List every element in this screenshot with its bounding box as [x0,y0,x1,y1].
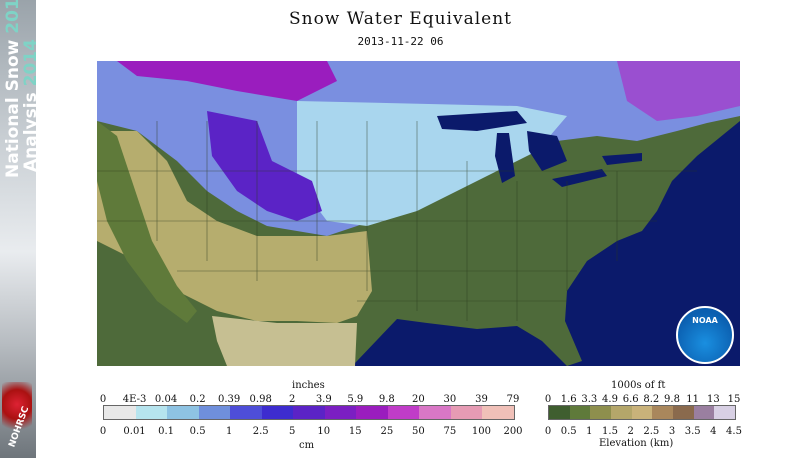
swe-cm-tick: 0 [99,426,107,437]
elev-km-tick: 2 [627,426,634,437]
swe-cm-tick: 15 [348,426,362,437]
swe-inch-tick: 0.98 [249,394,272,405]
map-date: 2013-11-22 06 [357,35,444,48]
swe-inch-tick: 79 [506,394,520,405]
elev-swatch [590,406,612,419]
swe-swatch [230,406,262,419]
swe-swatch [198,406,231,419]
elev-swatch [631,406,653,419]
elev-km-tick: 3.5 [684,426,701,437]
elev-km-tick: 1.5 [602,426,618,437]
elev-swatch [569,406,591,419]
elev-km-tick: 0 [544,426,552,437]
swe-top-unit: inches [292,380,325,391]
elev-km-tick: 4.5 [726,426,742,437]
elev-km-tick: 4 [710,426,717,437]
elev-ft-tick: 1.6 [560,394,577,405]
lake-ontario [602,153,642,165]
lake-michigan [495,133,515,183]
swe-cm-tick: 0.1 [158,426,175,437]
swe-swatch [450,406,483,419]
swe-inch-tick: 0.2 [189,394,206,405]
elev-swatch [673,406,694,419]
swe-swatch [482,406,514,419]
swe-swatch [135,406,168,419]
swe-cm-tick: 25 [380,426,394,437]
nohrsc-logo: NOHRSC [2,382,32,449]
baja-area [212,316,357,366]
swe-swatch [293,406,325,419]
elev-km-tick: 1 [586,426,593,437]
elev-swatch [611,406,632,419]
swe-cm-tick: 5 [289,426,296,437]
elev-ft-tick: 15 [727,394,741,405]
swe-bottom-unit: cm [299,440,315,451]
elev-top-unit: 1000s of ft [611,380,666,391]
swe-swatch [167,406,199,419]
state-boundaries [97,121,697,321]
swe-inch-tick: 20 [412,394,425,405]
swe-inch-tick: 9.8 [378,394,395,405]
swe-cm-ticks: 0 0.01 0.1 0.5 1 2.5 5 10 15 25 50 75 100 200 [99,426,523,438]
swe-cm-tick: 1 [225,426,233,437]
elev-swatch [714,406,736,419]
swe-swatch [324,406,357,419]
swe-cm-tick: 100 [471,426,491,437]
swe-inch-tick: 4E-3 [122,394,147,405]
swe-inch-tick: 3.9 [315,394,332,405]
elev-ft-tick: 13 [706,394,720,405]
elev-ft-tick: 9.8 [664,394,680,405]
swe-inch-tick: 0.04 [154,394,178,405]
swe-cm-tick: 0.5 [189,426,206,437]
lake-superior [437,111,527,131]
plains-light-snow [297,101,567,226]
elev-swatch [549,406,570,419]
swe-swatch [387,406,420,419]
elev-ft-tick: 4.9 [602,394,618,405]
rockies-snow [207,111,322,221]
lake-huron [527,131,567,171]
elev-ft-ticks: 0 1.6 3.3 4.9 6.6 8.2 9.8 11 13 15 [544,394,741,406]
elev-ft-tick: 3.3 [581,394,598,405]
elev-km-ticks: 0 0.5 1 1.5 2 2.5 3 3.5 4 4.5 [544,426,742,438]
swe-cm-tick: 0.01 [123,426,146,437]
swe-inch-tick: 5.9 [347,394,364,405]
swe-inch-tick: 2 [289,394,296,405]
swe-cm-tick: 2.5 [252,426,269,437]
swe-inch-ticks: 0 4E-3 0.04 0.2 0.39 0.98 2 3.9 5.9 9.8 20 30 39 79 [99,394,520,406]
elev-swatch [652,406,674,419]
map-title: Snow Water Equivalent [288,9,513,29]
swe-cm-tick: 75 [443,426,457,437]
elev-bottom-unit: Elevation (km) [599,438,674,449]
swe-inch-tick: 39 [475,394,488,405]
elev-km-tick: 3 [668,426,676,437]
elev-ft-tick: 8.2 [643,394,660,405]
swe-cm-tick: 10 [317,426,331,437]
elev-ft-tick: 6.6 [622,394,639,405]
swe-inch-tick: 0.39 [218,394,241,405]
swe-cm-tick: 200 [503,426,523,437]
pacific-coast [97,121,197,323]
swe-swatch [104,406,136,419]
swe-swatch [261,406,294,419]
elev-color-bar [548,405,736,420]
swe-cm-tick: 50 [412,426,425,437]
swe-swatch [356,406,388,419]
snow-water-equivalent-map [97,61,740,366]
elev-swatch [693,406,715,419]
swe-inch-tick: 0 [99,394,107,405]
swe-inch-tick: 30 [443,394,457,405]
elev-km-tick: 0.5 [560,426,577,437]
noaa-logo: NOAA [676,306,734,364]
sidebar-title-line2: Analysis 2014 [21,39,36,172]
elev-ft-tick: 0 [544,394,552,405]
elev-km-tick: 2.5 [643,426,660,437]
swe-color-bar [103,405,515,420]
canada-heavy-snow [117,61,337,101]
product-sidebar: National Snow 2013- Analysis 2014 NOHRSC [0,0,36,458]
elev-ft-tick: 11 [686,394,700,405]
northeast-snow [617,61,740,121]
lake-erie [552,169,607,187]
swe-swatch [419,406,451,419]
